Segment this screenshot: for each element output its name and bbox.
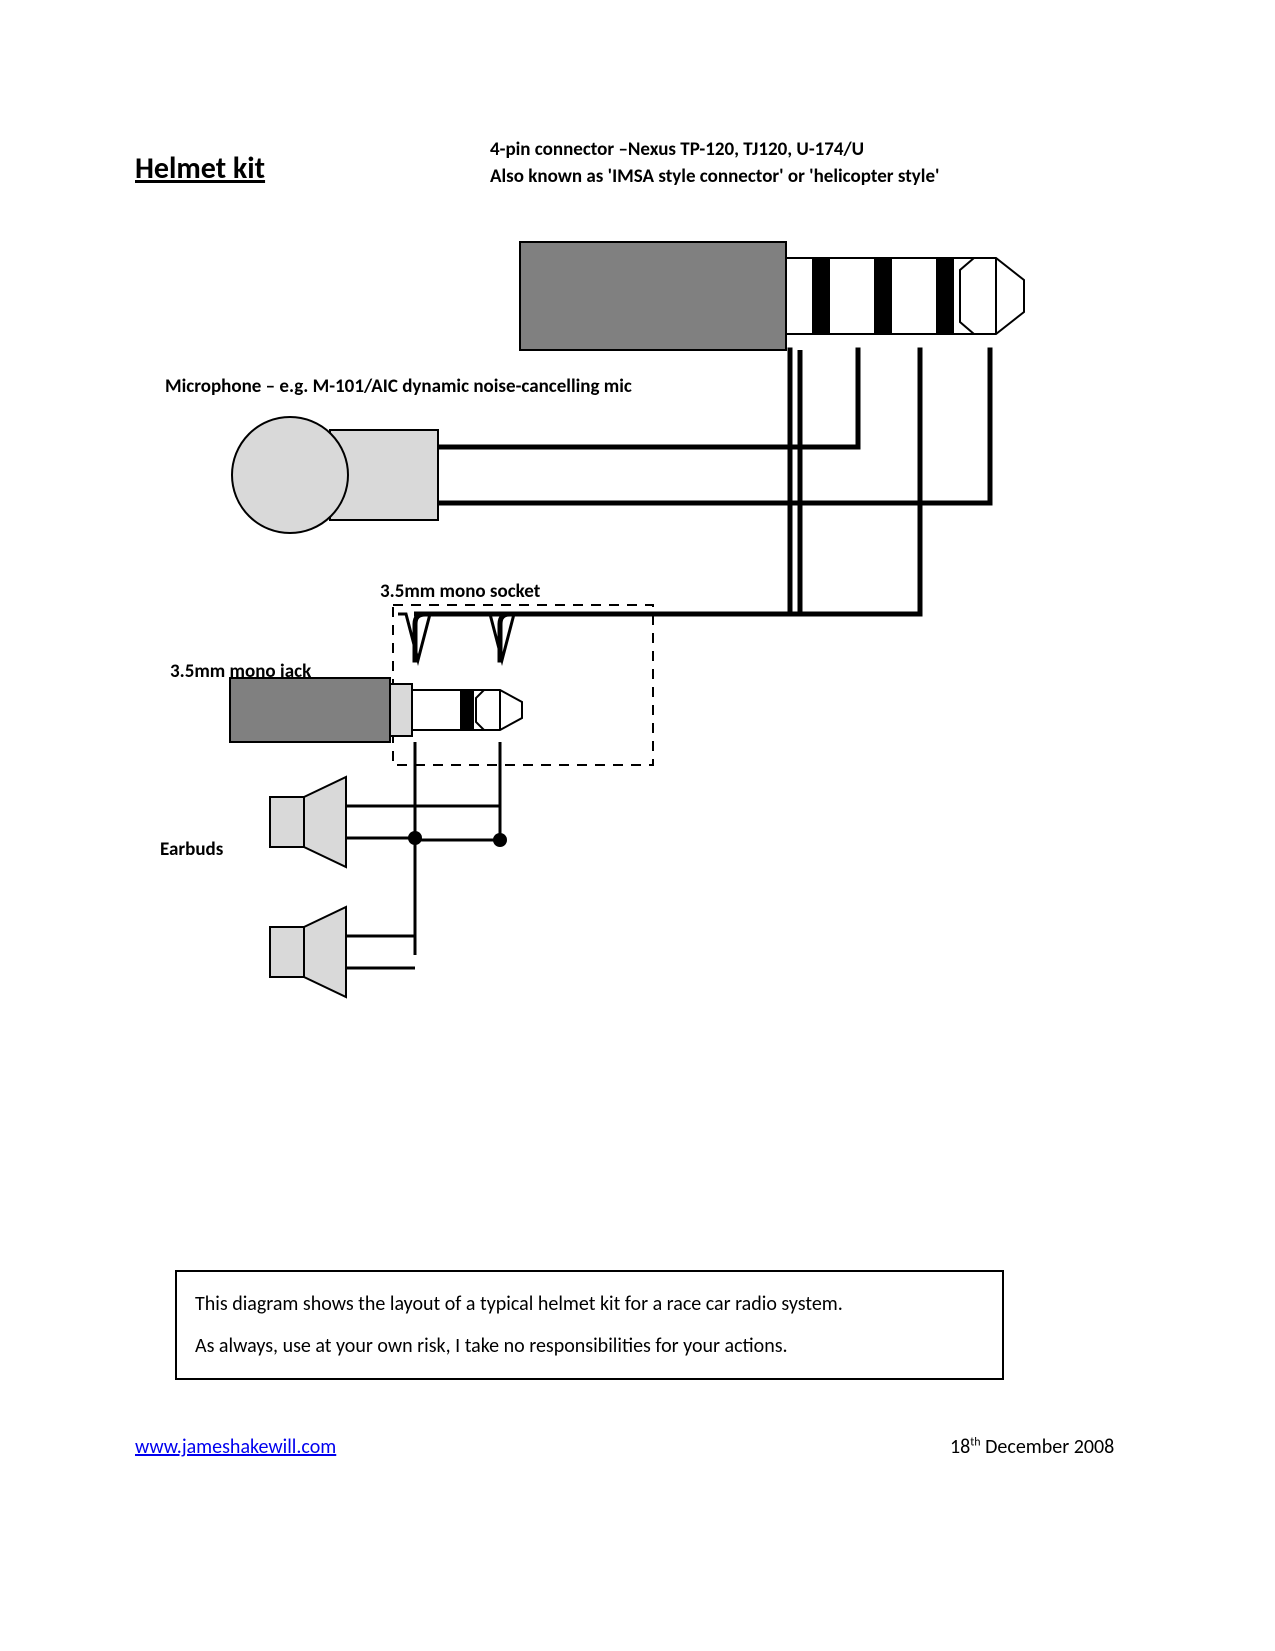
footer-url[interactable]: www.jameshakewill.com (135, 1435, 336, 1459)
wiring-diagram (0, 0, 1275, 1651)
wires-ortho (414, 350, 990, 614)
earbud-1 (270, 777, 346, 867)
page: Helmet kit 4-pin connector –Nexus TP-120… (0, 0, 1275, 1651)
microphone (232, 417, 438, 533)
earbud-2 (270, 907, 346, 997)
footer-date-ordinal: th (970, 1435, 980, 1449)
mono-jack (230, 678, 522, 742)
footer-date-day: 18 (950, 1435, 970, 1459)
wires-thin (345, 742, 500, 968)
footer-date-rest: December 2008 (981, 1435, 1115, 1459)
footer-date: 18th December 2008 (950, 1435, 1114, 1459)
disclaimer-line-1: This diagram shows the layout of a typic… (195, 1292, 984, 1316)
four-pin-connector (520, 242, 1024, 350)
disclaimer-box: This diagram shows the layout of a typic… (175, 1270, 1004, 1380)
disclaimer-line-2: As always, use at your own risk, I take … (195, 1334, 984, 1358)
mono-socket-box (393, 605, 653, 765)
